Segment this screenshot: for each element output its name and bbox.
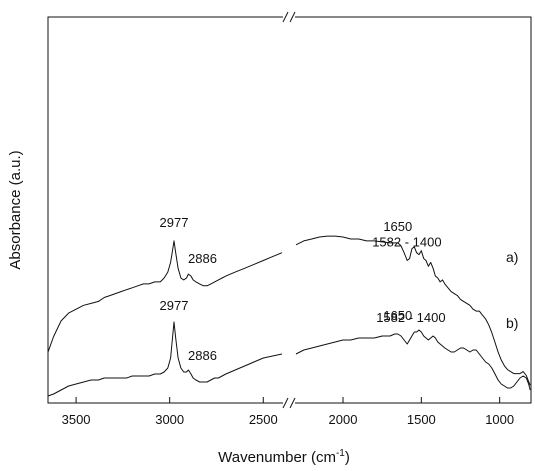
axis-break-bottom xyxy=(282,397,296,409)
peak-label: 2977 xyxy=(160,215,189,230)
series-line-a-left xyxy=(47,240,283,353)
series-line-a-right xyxy=(295,235,531,386)
y-axis-label: Absorbance (a.u.) xyxy=(7,150,24,269)
series-layer: a) b) xyxy=(47,235,531,397)
x-axis-ticks: 3500 3000 2500 2000 1500 1000 xyxy=(62,397,514,427)
x-tick-label: 2000 xyxy=(329,412,358,427)
x-axis-label: Wavenumber (cm-1) xyxy=(218,448,350,466)
plot-frame xyxy=(47,16,532,404)
series-label-a: a) xyxy=(506,249,518,265)
peak-label: 1650 xyxy=(383,308,412,323)
axis-break-top xyxy=(282,11,296,23)
series-line-b-left xyxy=(47,321,283,397)
peak-label: 1650 xyxy=(383,219,412,234)
peak-label: 1582 - 1400 xyxy=(376,310,445,325)
peak-label: 2886 xyxy=(188,348,217,363)
x-tick-label: 1000 xyxy=(485,412,514,427)
x-tick-label: 3000 xyxy=(155,412,184,427)
x-tick-label: 1500 xyxy=(407,412,436,427)
peak-label: 1582 - 1400 xyxy=(372,235,441,250)
series-line-b-right xyxy=(295,329,531,391)
x-tick-label: 2500 xyxy=(249,412,278,427)
x-tick-label: 3500 xyxy=(62,412,91,427)
peak-label: 2886 xyxy=(188,251,217,266)
peak-label: 2977 xyxy=(160,298,189,313)
series-label-b: b) xyxy=(506,315,518,331)
